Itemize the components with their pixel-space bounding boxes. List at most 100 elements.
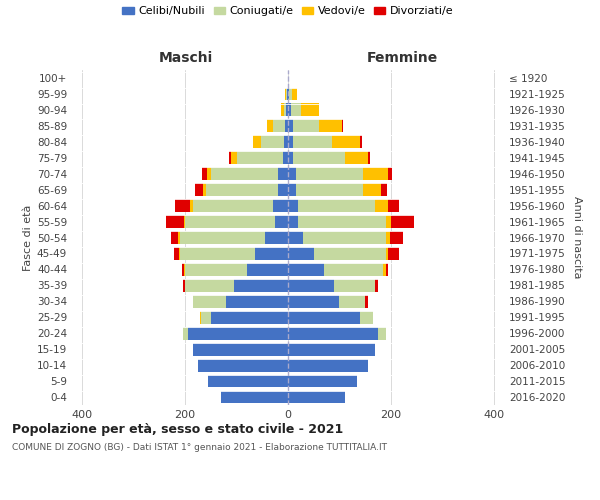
Bar xyxy=(185,263,247,276)
Bar xyxy=(288,311,360,324)
Legend: Celibi/Nubili, Coniugati/e, Vedovi/e, Divorziati/e: Celibi/Nubili, Coniugati/e, Vedovi/e, Di… xyxy=(118,2,458,21)
Bar xyxy=(334,279,376,291)
Bar xyxy=(390,231,403,244)
Bar xyxy=(236,152,283,164)
Bar xyxy=(283,152,288,164)
Bar xyxy=(314,247,386,260)
Bar xyxy=(376,199,388,212)
Bar xyxy=(254,247,288,260)
Bar xyxy=(268,120,272,132)
Bar xyxy=(298,215,386,228)
Bar xyxy=(284,136,288,148)
Bar xyxy=(288,88,289,101)
Bar xyxy=(386,215,391,228)
Bar xyxy=(198,358,288,372)
Bar xyxy=(188,327,288,340)
Bar xyxy=(288,295,340,308)
Bar xyxy=(211,311,288,324)
Bar xyxy=(193,295,226,308)
Bar xyxy=(391,215,414,228)
Bar xyxy=(211,168,278,180)
Bar xyxy=(292,88,297,101)
Bar xyxy=(319,120,342,132)
Bar xyxy=(196,184,203,196)
Bar xyxy=(226,295,288,308)
Bar xyxy=(296,184,362,196)
Bar xyxy=(386,247,388,260)
Bar xyxy=(386,263,388,276)
Bar xyxy=(288,136,293,148)
Text: Maschi: Maschi xyxy=(159,51,213,65)
Bar xyxy=(288,152,293,164)
Bar xyxy=(285,88,286,101)
Bar xyxy=(288,247,314,260)
Bar xyxy=(344,152,368,164)
Bar xyxy=(253,136,261,148)
Bar xyxy=(288,199,298,212)
Bar xyxy=(293,152,344,164)
Bar xyxy=(265,231,288,244)
Bar xyxy=(304,231,386,244)
Bar xyxy=(289,88,292,101)
Bar xyxy=(288,343,376,355)
Bar xyxy=(287,88,288,101)
Bar xyxy=(221,390,288,404)
Bar xyxy=(234,279,288,291)
Bar xyxy=(171,231,178,244)
Bar xyxy=(288,374,358,388)
Bar xyxy=(275,215,288,228)
Bar xyxy=(286,104,288,117)
Bar xyxy=(288,263,324,276)
Bar xyxy=(261,136,284,148)
Bar xyxy=(272,120,286,132)
Bar xyxy=(376,279,378,291)
Bar xyxy=(278,184,288,196)
Bar xyxy=(296,168,362,180)
Bar xyxy=(182,279,185,291)
Bar xyxy=(301,104,319,117)
Bar xyxy=(288,358,368,372)
Bar xyxy=(272,199,288,212)
Bar xyxy=(293,136,332,148)
Bar xyxy=(179,247,180,260)
Bar xyxy=(288,215,298,228)
Text: Popolazione per età, sesso e stato civile - 2021: Popolazione per età, sesso e stato civil… xyxy=(12,422,343,436)
Bar xyxy=(340,295,365,308)
Bar xyxy=(298,199,376,212)
Bar xyxy=(368,152,370,164)
Bar xyxy=(360,136,362,148)
Bar xyxy=(180,231,265,244)
Bar xyxy=(284,104,286,117)
Bar xyxy=(286,88,287,101)
Bar xyxy=(288,390,344,404)
Bar xyxy=(203,184,206,196)
Bar xyxy=(288,231,304,244)
Y-axis label: Fasce di età: Fasce di età xyxy=(23,204,33,270)
Bar xyxy=(288,184,296,196)
Bar xyxy=(288,120,293,132)
Bar xyxy=(184,215,185,228)
Bar xyxy=(202,168,207,180)
Text: Femmine: Femmine xyxy=(367,51,437,65)
Bar xyxy=(380,184,387,196)
Bar xyxy=(332,136,360,148)
Bar xyxy=(182,327,188,340)
Bar xyxy=(388,199,398,212)
Bar xyxy=(378,327,386,340)
Bar xyxy=(324,263,383,276)
Bar xyxy=(288,327,378,340)
Bar xyxy=(184,263,185,276)
Bar xyxy=(288,104,290,117)
Bar xyxy=(185,279,234,291)
Bar xyxy=(388,168,392,180)
Bar xyxy=(365,295,368,308)
Bar xyxy=(288,168,296,180)
Bar xyxy=(290,104,301,117)
Bar xyxy=(388,247,398,260)
Y-axis label: Anni di nascita: Anni di nascita xyxy=(572,196,582,279)
Bar xyxy=(229,152,232,164)
Bar xyxy=(206,184,278,196)
Bar xyxy=(342,120,343,132)
Bar xyxy=(166,215,184,228)
Bar xyxy=(383,263,386,276)
